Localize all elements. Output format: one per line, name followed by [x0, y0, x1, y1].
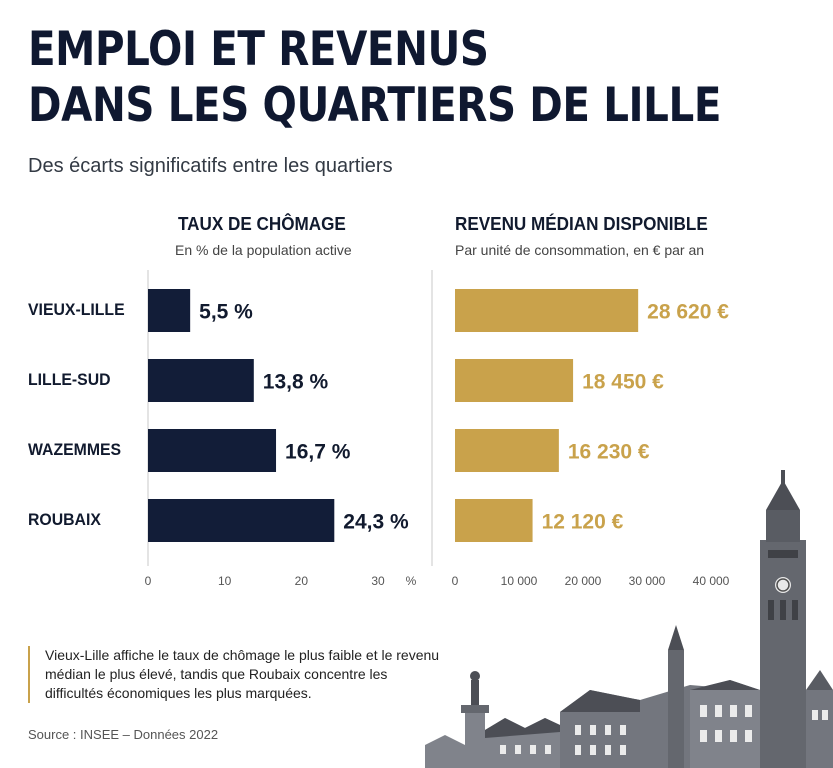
unemployment-value-label: 13,8 % [263, 371, 329, 394]
unemployment-bar [148, 499, 335, 542]
source-text: Source : INSEE – Données 2022 [28, 727, 219, 742]
income-bar [455, 429, 559, 472]
unemployment-value-label: 24,3 % [343, 511, 409, 534]
title-line-1: EMPLOI ET REVENUS [28, 22, 489, 77]
insight-note: Vieux-Lille affiche le taux de chômage l… [28, 646, 445, 703]
unemployment-chart-title: TAUX DE CHÔMAGE [178, 214, 346, 234]
unemployment-tick-label: 10 [218, 574, 232, 588]
income-value-label: 28 620 € [647, 301, 729, 324]
income-chart-subtitle: Par unité de consommation, en € par an [455, 242, 705, 258]
income-value-label: 16 230 € [568, 441, 650, 464]
title-line-2: DANS LES QUARTIERS DE LILLE [28, 78, 721, 133]
income-value-label: 12 120 € [542, 511, 624, 534]
category-label-vieux-lille: VIEUX-LILLE [28, 300, 125, 319]
category-label-wazemmes: WAZEMMES [28, 440, 122, 459]
category-label-roubaix: ROUBAIX [28, 510, 101, 529]
unemployment-value-label: 5,5 % [199, 301, 253, 324]
income-bar [455, 359, 574, 402]
income-tick-label: 40 000 [693, 574, 730, 588]
income-tick-label: 30 000 [629, 574, 666, 588]
unemployment-bar [148, 359, 254, 402]
unemployment-bar [148, 429, 277, 472]
unemployment-bar [148, 289, 191, 332]
income-bar [455, 289, 639, 332]
income-tick-label: 10 000 [501, 574, 538, 588]
page-title: EMPLOI ET REVENUS DANS LES QUARTIERS DE … [28, 22, 721, 134]
page-subtitle: Des écarts significatifs entre les quart… [28, 155, 393, 177]
unemployment-chart-subtitle: En % de la population active [175, 242, 352, 258]
unemployment-value-label: 16,7 % [285, 441, 351, 464]
unemployment-unit-label: % [406, 574, 417, 588]
income-tick-label: 20 000 [565, 574, 602, 588]
income-value-label: 18 450 € [582, 371, 664, 394]
category-label-lille-sud: LILLE-SUD [28, 370, 111, 389]
income-bar [455, 499, 533, 542]
income-chart-title: REVENU MÉDIAN DISPONIBLE [455, 214, 708, 234]
unemployment-tick-label: 0 [145, 574, 152, 588]
unemployment-tick-label: 20 [295, 574, 309, 588]
lille-skyline-illustration [425, 470, 833, 768]
unemployment-tick-label: 30 [371, 574, 385, 588]
income-tick-label: 0 [452, 574, 459, 588]
